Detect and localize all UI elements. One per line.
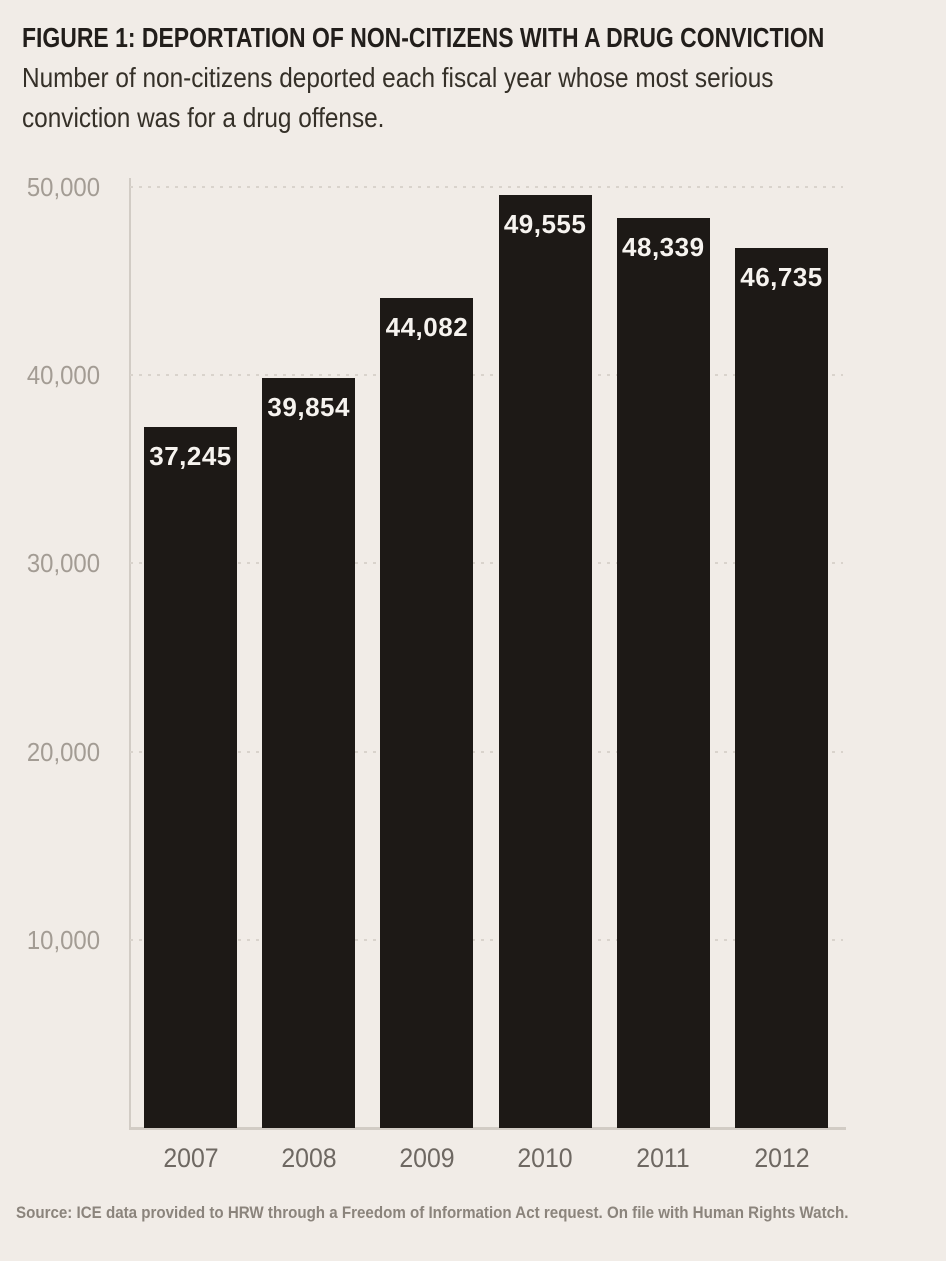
bar-2009: 44,082 xyxy=(380,298,474,1128)
bar-value-label: 44,082 xyxy=(385,312,469,343)
x-tick-label: 2008 xyxy=(281,1143,337,1173)
x-tick-label: 2007 xyxy=(162,1143,219,1173)
bar-value-label: 37,245 xyxy=(149,441,232,472)
gridline-20000 xyxy=(130,750,843,753)
figure-subtitle: Number of non-citizens deported each fis… xyxy=(22,58,773,138)
figure-title: FIGURE 1: DEPORTATION OF NON-CITIZENS WI… xyxy=(22,22,825,53)
x-tick-label: 2009 xyxy=(399,1143,455,1173)
y-tick-label: 50,000 xyxy=(26,172,101,202)
x-tick-label: 2012 xyxy=(753,1143,810,1173)
y-tick-label: 40,000 xyxy=(26,360,101,391)
bar-2008: 39,854 xyxy=(262,377,356,1128)
bar-2010: 49,555 xyxy=(498,195,592,1128)
bar-2007: 37,245 xyxy=(144,427,237,1128)
y-tick-label: 10,000 xyxy=(26,924,101,955)
x-tick-label: 2010 xyxy=(517,1143,573,1173)
bar-2012: 46,735 xyxy=(735,248,828,1128)
bar-value-label: 49,555 xyxy=(503,209,587,240)
bar-value-label: 39,854 xyxy=(267,391,350,422)
bar-value-label: 46,735 xyxy=(740,262,823,293)
y-tick-label: 30,000 xyxy=(26,548,101,579)
gridline-50000 xyxy=(130,186,843,188)
figure-subtitle-line-1: Number of non-citizens deported each fis… xyxy=(22,62,774,93)
figure-subtitle-line-2: conviction was for a drug offense. xyxy=(22,102,385,133)
y-axis-line xyxy=(129,178,131,1129)
x-axis-baseline xyxy=(129,1127,846,1130)
bar-value-label: 48,339 xyxy=(622,232,705,263)
bar-2011: 48,339 xyxy=(616,218,710,1128)
x-tick-label: 2011 xyxy=(636,1143,691,1173)
gridline-30000 xyxy=(130,562,843,565)
gridline-10000 xyxy=(130,938,843,941)
source-note: Source: ICE data provided to HRW through… xyxy=(16,1203,849,1222)
gridline-40000 xyxy=(130,374,843,377)
y-tick-label: 20,000 xyxy=(26,736,101,767)
